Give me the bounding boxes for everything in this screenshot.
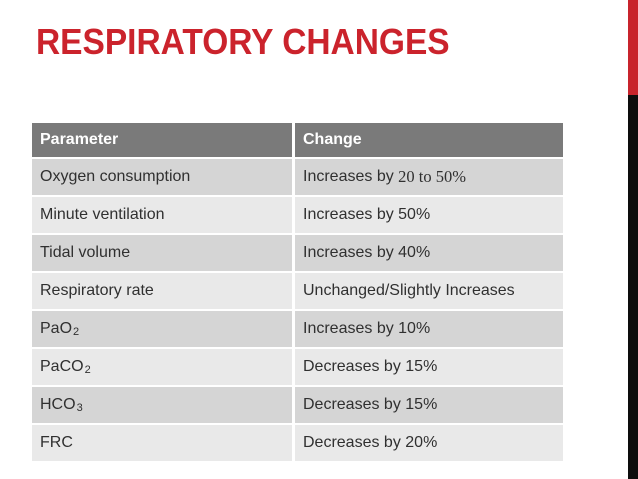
decor-stripe-red [628,0,638,95]
table-cell-change-row8: Decreases by 20% [295,425,563,461]
table-cell-change-row4: Unchanged/Slightly Increases [295,273,563,309]
table-cell-change-row7: Decreases by 15% [295,387,563,423]
table-cell-change-row3: Increases by 40% [295,235,563,271]
change-text: Increases by 50% [303,206,431,223]
parameter-text: HCO [40,396,76,413]
parameter-text: PaO [40,320,73,337]
table-cell-parameter-row4: Respiratory rate [32,273,292,309]
change-text: Increases by 40% [303,244,431,261]
change-text: Increases by [303,168,399,185]
decor-stripe-black [628,95,638,479]
parameter-text: Minute ventilation [40,206,165,223]
column-header-change: Change [295,123,563,157]
table-cell-parameter-row5: PaO 2 [32,311,292,347]
change-text: Unchanged/Slightly Increases [303,282,515,299]
parameter-text: FRC [40,434,73,451]
table-cell-change-row2: Increases by 50% [295,197,563,233]
parameter-text: Respiratory rate [40,282,154,299]
respiratory-changes-table: Parameter Change Oxygen consumption Incr… [32,123,563,461]
table-cell-change-row1: Increases by 20 to 50% [295,159,563,195]
parameter-text: PaCO [40,358,84,375]
change-text: Decreases by 15% [303,396,438,413]
page-title: RESPIRATORY CHANGES [36,21,450,62]
parameter-text: Tidal volume [40,244,131,261]
change-text: Decreases by 20% [303,434,438,451]
table-cell-parameter-row7: HCO 3 [32,387,292,423]
table-cell-parameter-row8: FRC [32,425,292,461]
table-cell-parameter-row3: Tidal volume [32,235,292,271]
parameter-text: Oxygen consumption [40,168,191,185]
table-cell-parameter-row1: Oxygen consumption [32,159,292,195]
table-cell-change-row6: Decreases by 15% [295,349,563,385]
change-text: Decreases by 15% [303,358,438,375]
table-cell-parameter-row6: PaCO 2 [32,349,292,385]
change-text: Increases by 10% [303,320,431,337]
column-header-parameter: Parameter [32,123,292,157]
table-cell-change-row5: Increases by 10% [295,311,563,347]
change-text-serif: 20 to 50% [398,167,466,186]
table-cell-parameter-row2: Minute ventilation [32,197,292,233]
